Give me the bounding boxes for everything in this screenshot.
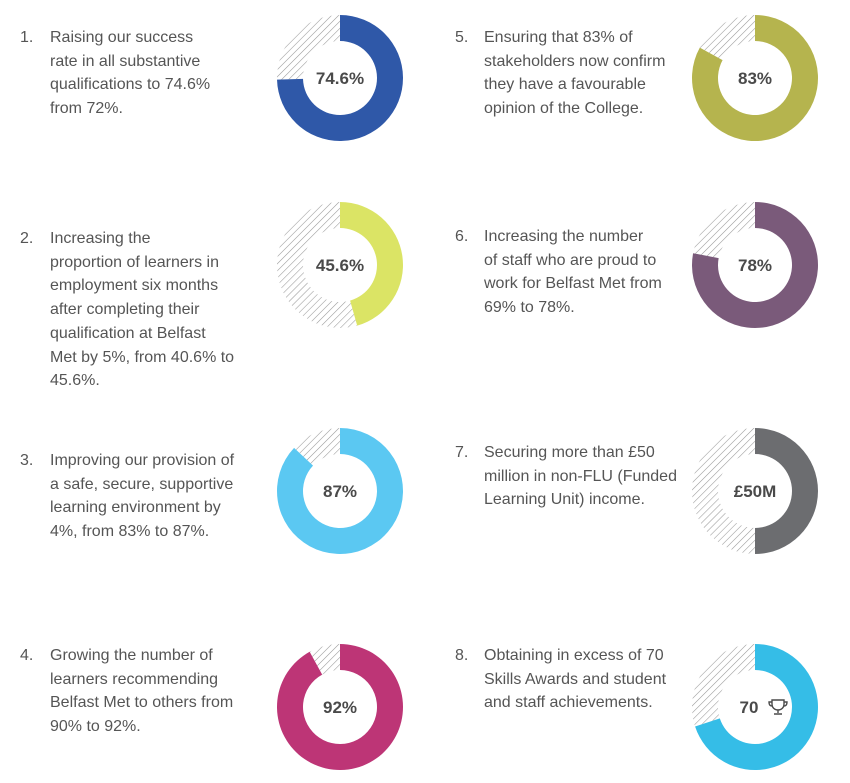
donut-center-label: 45.6% xyxy=(316,256,364,275)
kpi-number: 1. xyxy=(20,29,34,46)
kpi-number: 7. xyxy=(455,444,469,461)
donut-chart: 74.6% xyxy=(276,14,404,142)
donut-center-label: 78% xyxy=(738,256,772,275)
donut-value-segment xyxy=(692,15,818,141)
donut-value-segment xyxy=(277,15,403,141)
kpi-description: Obtaining in excess of 70 Skills Awards … xyxy=(484,647,667,712)
donut-chart: 92% xyxy=(276,643,404,771)
kpi-description: Securing more than £50 million in non-FL… xyxy=(484,444,677,509)
donut-svg: 45.6% xyxy=(277,202,403,328)
donut-value-segment xyxy=(695,644,818,770)
donut-center-label: £50M xyxy=(734,482,777,501)
donut-center-label: 87% xyxy=(323,482,357,501)
donut-center-label: 83% xyxy=(738,69,772,88)
donut-chart: 45.6% xyxy=(276,201,404,329)
kpi-description: Improving our provision of a safe, secur… xyxy=(50,452,235,541)
donut-svg: 70 xyxy=(692,644,818,770)
donut-remainder-segment xyxy=(693,202,755,259)
donut-chart: 87% xyxy=(276,427,404,555)
kpi-number: 3. xyxy=(20,452,34,469)
kpi-number: 5. xyxy=(455,29,469,46)
donut-remainder-segment xyxy=(699,15,755,61)
kpi-number: 2. xyxy=(20,230,34,247)
donut-svg: 87% xyxy=(277,428,403,554)
donut-remainder-segment xyxy=(309,644,340,675)
donut-chart: 78% xyxy=(691,201,819,329)
donut-center-label: 70 xyxy=(740,698,759,717)
donut-remainder-segment xyxy=(277,15,340,80)
donut-chart: 83% xyxy=(691,14,819,142)
donut-value-segment xyxy=(755,428,818,554)
donut-svg: 78% xyxy=(692,202,818,328)
kpi-description: Growing the number of learners recommend… xyxy=(50,647,234,736)
donut-center-label: 92% xyxy=(323,698,357,717)
donut-svg: 83% xyxy=(692,15,818,141)
donut-value-segment xyxy=(277,428,403,554)
kpi-number: 8. xyxy=(455,647,469,664)
kpi-number: 6. xyxy=(455,228,469,245)
kpi-description: Increasing the proportion of learners in… xyxy=(50,230,235,390)
donut-remainder-segment xyxy=(691,428,755,554)
donut-value-segment xyxy=(692,202,818,328)
donut-svg: £50M xyxy=(691,428,818,554)
donut-remainder-segment xyxy=(277,202,358,328)
donut-chart: £50M xyxy=(691,427,819,555)
kpi-description: Ensuring that 83% of stakeholders now co… xyxy=(484,29,666,118)
kpi-description: Increasing the number of staff who are p… xyxy=(484,228,662,317)
donut-svg: 74.6% xyxy=(277,15,403,141)
trophy-icon xyxy=(768,699,788,715)
donut-svg: 92% xyxy=(277,644,403,770)
donut-value-segment xyxy=(277,644,403,770)
kpi-number: 4. xyxy=(20,647,34,664)
donut-center-label: 74.6% xyxy=(316,69,364,88)
donut-chart: 70 xyxy=(691,643,819,771)
donut-remainder-segment xyxy=(294,428,340,466)
donut-value-segment xyxy=(340,202,403,326)
kpi-description: Raising our success rate in all substant… xyxy=(50,29,211,118)
donut-remainder-segment xyxy=(692,644,755,727)
